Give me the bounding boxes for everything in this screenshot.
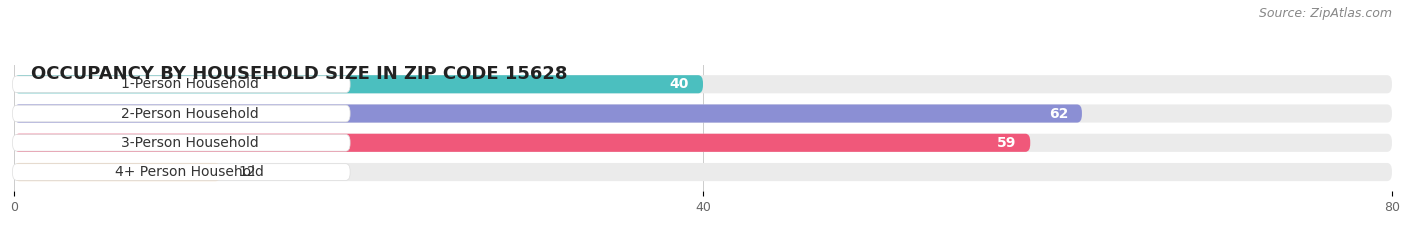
Text: 3-Person Household: 3-Person Household bbox=[121, 136, 259, 150]
Text: 62: 62 bbox=[1049, 106, 1069, 120]
FancyBboxPatch shape bbox=[14, 134, 1031, 152]
Text: 1-Person Household: 1-Person Household bbox=[121, 77, 259, 91]
FancyBboxPatch shape bbox=[14, 163, 221, 181]
FancyBboxPatch shape bbox=[14, 134, 1392, 152]
Text: 2-Person Household: 2-Person Household bbox=[121, 106, 259, 120]
Text: 59: 59 bbox=[997, 136, 1017, 150]
Text: Source: ZipAtlas.com: Source: ZipAtlas.com bbox=[1258, 7, 1392, 20]
Text: 40: 40 bbox=[669, 77, 689, 91]
FancyBboxPatch shape bbox=[14, 104, 1392, 123]
FancyBboxPatch shape bbox=[13, 134, 350, 151]
FancyBboxPatch shape bbox=[14, 104, 1083, 123]
FancyBboxPatch shape bbox=[14, 75, 703, 93]
FancyBboxPatch shape bbox=[14, 75, 1392, 93]
FancyBboxPatch shape bbox=[13, 164, 350, 180]
FancyBboxPatch shape bbox=[13, 105, 350, 122]
FancyBboxPatch shape bbox=[14, 163, 1392, 181]
Text: OCCUPANCY BY HOUSEHOLD SIZE IN ZIP CODE 15628: OCCUPANCY BY HOUSEHOLD SIZE IN ZIP CODE … bbox=[31, 65, 567, 83]
Text: 12: 12 bbox=[238, 165, 256, 179]
FancyBboxPatch shape bbox=[13, 76, 350, 93]
Text: 4+ Person Household: 4+ Person Household bbox=[115, 165, 264, 179]
